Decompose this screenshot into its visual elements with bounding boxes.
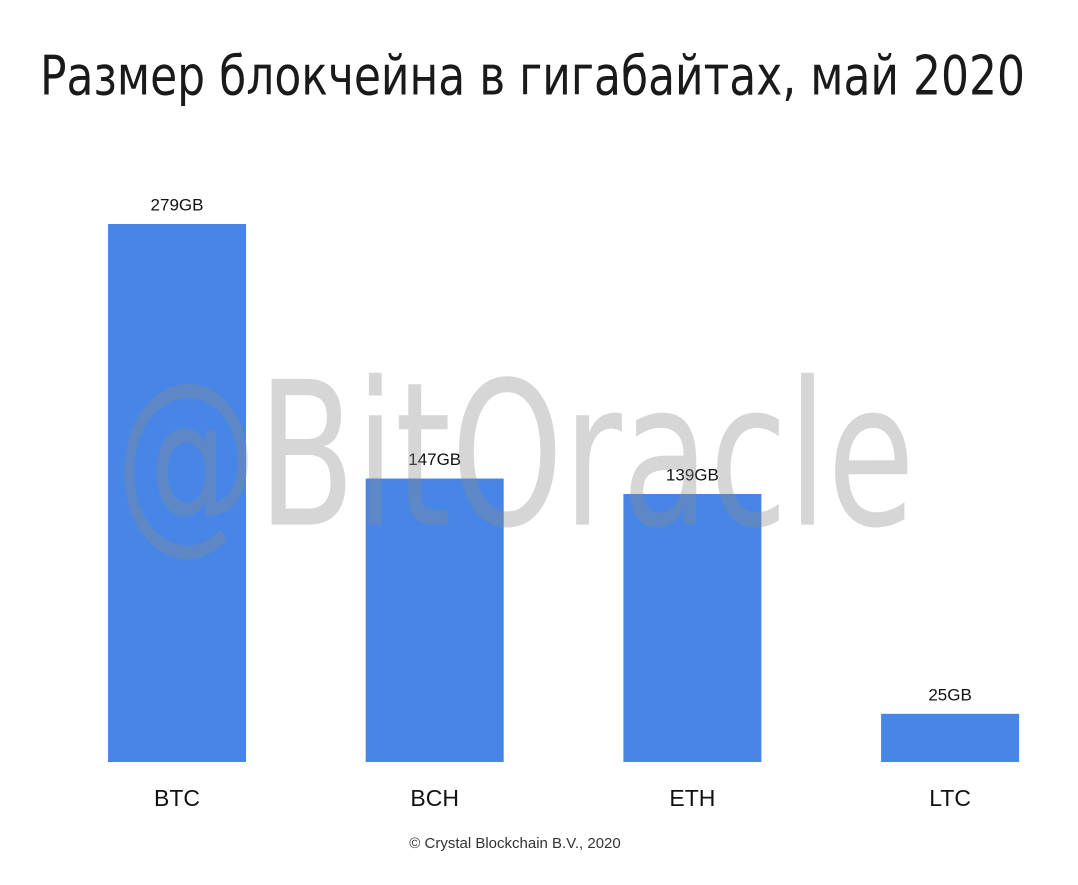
value-label: 279GB (151, 195, 204, 214)
chart-title: Размер блокчейна в гигабайтах, май 2020 (40, 45, 1025, 108)
source-note: © Crystal Blockchain B.V., 2020 (409, 835, 620, 852)
value-label: 139GB (666, 465, 719, 484)
bar (623, 493, 762, 762)
bar (108, 224, 246, 762)
bar (881, 713, 1020, 762)
x-tick-label: ETH (669, 785, 715, 811)
value-label: 25GB (928, 685, 971, 704)
value-label: 147GB (408, 450, 461, 469)
x-tick-label: BTC (154, 785, 200, 811)
bar (365, 478, 504, 762)
x-tick-label: LTC (929, 785, 971, 811)
x-tick-label: BCH (410, 785, 459, 811)
watermark: @BitOracle (115, 340, 915, 573)
